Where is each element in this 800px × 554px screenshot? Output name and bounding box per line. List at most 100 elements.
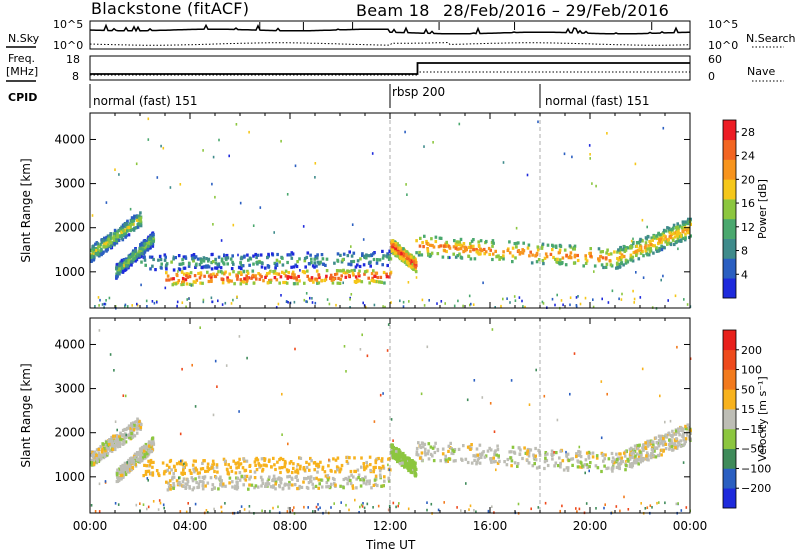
- data-cell: [102, 244, 105, 248]
- data-cell: [551, 457, 554, 461]
- data-cell: [216, 263, 219, 267]
- data-cell: [374, 279, 378, 284]
- data-cell: [209, 275, 213, 280]
- data-cell: [515, 245, 518, 249]
- speckle: [354, 498, 356, 502]
- speckle: [680, 509, 683, 512]
- data-cell: [356, 279, 359, 284]
- data-cell: [492, 460, 496, 464]
- data-cell: [293, 276, 296, 280]
- data-cell: [211, 260, 215, 264]
- data-cell: [175, 272, 179, 277]
- speckle: [371, 152, 374, 155]
- speckle: [286, 193, 289, 196]
- data-cell: [638, 453, 641, 457]
- data-cell: [110, 439, 114, 443]
- data-cell: [467, 245, 471, 249]
- data-cell: [566, 452, 570, 456]
- data-cell: [476, 458, 480, 462]
- data-cell: [368, 260, 371, 264]
- data-cell: [274, 477, 277, 481]
- data-cell: [135, 426, 139, 430]
- speckle: [562, 303, 564, 307]
- freq-label: Freq.: [8, 52, 36, 65]
- data-cell: [689, 431, 692, 435]
- data-cell: [164, 265, 168, 269]
- data-cell: [335, 269, 339, 273]
- data-cell: [244, 468, 248, 472]
- speckle: [186, 298, 188, 301]
- data-cell: [272, 270, 275, 274]
- speckle: [517, 502, 520, 506]
- speckle: [387, 463, 389, 467]
- data-cell: [117, 467, 121, 471]
- data-cell: [105, 235, 108, 239]
- data-cell: [111, 236, 114, 240]
- data-cell: [622, 254, 626, 259]
- nsearch-label: N.Search: [746, 32, 796, 45]
- data-cell: [90, 458, 94, 462]
- data-cell: [248, 256, 252, 260]
- speckle: [465, 482, 467, 485]
- data-cell: [312, 477, 316, 481]
- data-cell: [204, 469, 207, 473]
- data-cell: [138, 450, 141, 454]
- data-cell: [566, 468, 570, 472]
- data-cell: [99, 242, 102, 246]
- data-cell: [674, 225, 678, 230]
- data-cell: [130, 260, 133, 264]
- data-cell: [617, 262, 621, 266]
- data-cell: [486, 449, 490, 453]
- speckle: [588, 144, 591, 147]
- speckle: [509, 301, 511, 304]
- data-cell: [657, 231, 660, 235]
- data-cell: [682, 427, 685, 431]
- data-cell: [177, 279, 181, 283]
- speckle: [108, 296, 111, 300]
- data-cell: [551, 453, 554, 457]
- speckle: [294, 347, 296, 351]
- speckle: [633, 297, 636, 301]
- data-cell: [178, 268, 182, 272]
- data-cell: [314, 484, 318, 488]
- speckle: [224, 502, 226, 505]
- data-cell: [177, 481, 181, 485]
- data-cell: [445, 249, 448, 254]
- data-cell: [146, 452, 149, 456]
- data-cell: [418, 244, 422, 248]
- data-cell: [496, 444, 499, 448]
- data-cell: [142, 252, 146, 256]
- data-cell: [207, 257, 211, 261]
- data-cell: [104, 449, 107, 453]
- speckle: [164, 286, 167, 290]
- data-cell: [452, 245, 456, 249]
- data-cell: [139, 255, 143, 259]
- data-cell: [140, 449, 143, 453]
- data-cell: [469, 249, 472, 253]
- data-cell: [211, 463, 214, 467]
- data-cell: [236, 485, 240, 489]
- data-cell: [310, 261, 313, 265]
- speckle: [248, 505, 251, 508]
- data-cell: [122, 473, 125, 477]
- data-cell: [212, 272, 215, 276]
- data-cell: [393, 251, 397, 255]
- data-cell: [202, 265, 205, 269]
- scatter-band: [115, 436, 156, 484]
- colorbar-tick-label: 100: [741, 364, 762, 377]
- data-cell: [200, 260, 203, 265]
- data-cell: [146, 247, 150, 251]
- data-cell: [331, 281, 335, 285]
- data-cell: [147, 235, 150, 239]
- data-cell: [121, 261, 124, 265]
- data-cell: [681, 229, 684, 234]
- data-cell: [359, 478, 362, 482]
- data-cell: [394, 457, 397, 461]
- data-cell: [350, 254, 354, 258]
- data-cell: [229, 257, 233, 261]
- data-cell: [585, 259, 589, 263]
- speckle: [423, 304, 426, 307]
- data-cell: [273, 276, 277, 280]
- data-cell: [657, 438, 661, 443]
- data-cell: [116, 445, 119, 449]
